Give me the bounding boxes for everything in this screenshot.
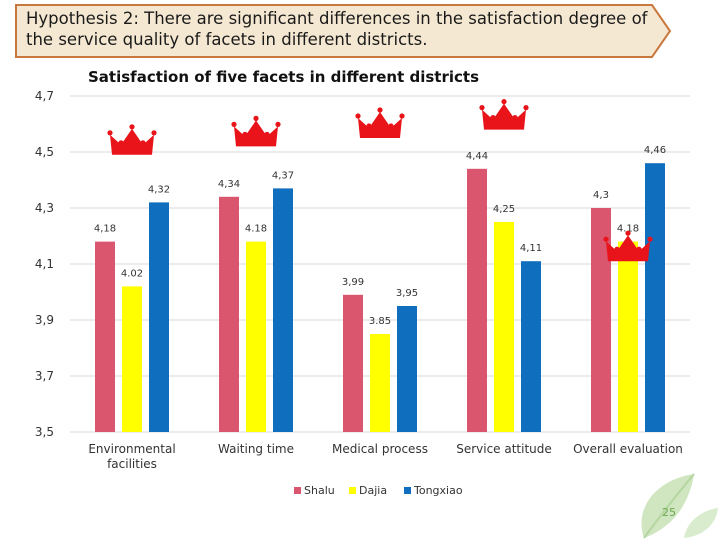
y-tick-label: 4,1: [35, 257, 54, 271]
x-category-label: Medical process: [332, 442, 428, 456]
leaf-icon: [641, 473, 718, 539]
data-label: 4,46: [644, 145, 666, 156]
data-label: 3,99: [342, 277, 364, 288]
legend-label: Shalu: [304, 484, 335, 497]
x-category-label: Overall evaluation: [573, 442, 683, 456]
page-number: 25: [662, 506, 676, 519]
bar-tongxiao: [273, 188, 293, 432]
bar-shalu: [343, 294, 363, 432]
data-label: 4,37: [272, 170, 294, 181]
bar-shalu: [467, 168, 487, 433]
data-label: 4,44: [466, 151, 488, 162]
bar-dajia: [618, 241, 638, 432]
y-tick-label: 4,7: [35, 89, 54, 103]
data-label: 4,11: [520, 243, 542, 254]
bar-shalu: [591, 208, 611, 432]
legend-swatch-tongxiao: [404, 487, 411, 494]
x-category-label: Environmental: [88, 442, 175, 456]
data-label: 4,18: [94, 224, 116, 235]
legend-label: Tongxiao: [413, 484, 463, 497]
y-tick-label: 4,3: [35, 201, 54, 215]
data-label: 4,3: [593, 190, 609, 201]
slide-title: Hypothesis 2: There are significant diff…: [26, 9, 648, 49]
data-label: 4,32: [148, 184, 170, 195]
x-category-label: Service attitude: [456, 442, 552, 456]
title-banner: [15, 4, 672, 58]
data-label: 4.02: [121, 268, 143, 279]
bar-tongxiao: [397, 306, 417, 432]
bar-tongxiao: [645, 163, 665, 432]
x-category-label: facilities: [107, 457, 157, 471]
legend-label: Dajia: [359, 484, 387, 497]
bar-tongxiao: [521, 261, 541, 432]
bar-shalu: [95, 241, 115, 432]
data-label: 4,25: [493, 204, 515, 215]
y-tick-label: 3,7: [35, 369, 54, 383]
y-tick-label: 3,5: [35, 425, 54, 439]
crown-icon: [107, 124, 157, 155]
bar-tongxiao: [149, 202, 169, 432]
chart-title: Satisfaction of five facets in different…: [88, 68, 479, 86]
data-label: 4,34: [218, 179, 240, 190]
crown-icon: [355, 107, 405, 138]
bar-dajia: [494, 222, 514, 432]
y-tick-label: 4,5: [35, 145, 54, 159]
x-category-label: Waiting time: [218, 442, 294, 456]
data-label: 4.18: [245, 224, 267, 235]
y-tick-label: 3,9: [35, 313, 54, 327]
legend-swatch-dajia: [349, 487, 356, 494]
data-label: 4.18: [617, 224, 639, 235]
crown-icon: [479, 99, 529, 130]
legend-swatch-shalu: [294, 487, 301, 494]
crown-icon: [603, 230, 653, 262]
data-label: 3.85: [369, 316, 391, 327]
crown-icon: [231, 115, 281, 147]
bar-dajia: [370, 334, 390, 432]
bar-shalu: [219, 196, 239, 432]
bar-dajia: [246, 241, 266, 432]
data-label: 3,95: [396, 288, 418, 299]
bar-dajia: [122, 286, 142, 432]
